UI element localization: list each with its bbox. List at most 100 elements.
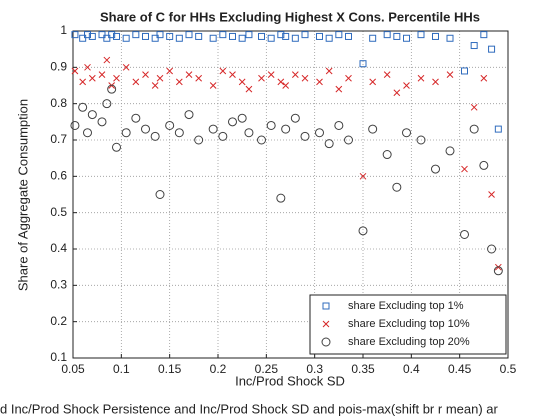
marker-circle <box>155 190 165 199</box>
marker-x <box>461 165 468 173</box>
marker-circle <box>194 135 204 145</box>
marker-circle <box>382 150 392 160</box>
marker-square <box>446 34 454 42</box>
marker-x <box>132 78 140 86</box>
marker-square <box>238 34 246 42</box>
y-tick-label: 0.8 <box>50 96 67 110</box>
marker-x <box>238 78 246 86</box>
marker-x <box>258 74 265 82</box>
y-tick-label: 1 <box>60 23 67 37</box>
marker-circle <box>460 229 469 239</box>
marker-x <box>316 78 323 86</box>
marker-circle <box>276 193 286 203</box>
marker-circle <box>334 120 344 130</box>
marker-x <box>335 85 343 93</box>
marker-x <box>209 82 217 89</box>
marker-x <box>98 71 106 78</box>
marker-square <box>316 32 323 40</box>
marker-circle <box>97 117 107 127</box>
marker-square <box>461 67 468 75</box>
marker-circle <box>121 128 131 138</box>
marker-circle <box>392 182 402 192</box>
y-tick-label: 0.4 <box>50 241 67 255</box>
marker-circle <box>281 124 291 134</box>
marker-square <box>393 32 401 40</box>
marker-square <box>132 31 140 39</box>
x-tick-label: 0.2 <box>210 362 227 376</box>
marker-square <box>84 31 91 39</box>
marker-x <box>393 89 401 97</box>
marker-circle <box>469 124 479 134</box>
marker-square <box>195 32 203 40</box>
marker-square <box>383 31 391 39</box>
x-tick-label: 0.45 <box>448 362 472 376</box>
y-tick-label: 0.1 <box>50 350 67 364</box>
marker-circle <box>107 84 117 94</box>
marker-x <box>488 191 495 198</box>
marker-square <box>185 31 193 39</box>
marker-circle <box>87 110 97 120</box>
y-tick-label: 0.3 <box>50 278 67 292</box>
marker-circle <box>70 120 80 130</box>
marker-x <box>229 71 236 78</box>
marker-square <box>432 32 439 40</box>
x-tick-label: 0.3 <box>306 362 323 376</box>
marker-circle <box>266 120 276 130</box>
marker-x <box>175 78 183 86</box>
legend-label: share Excluding top 1% <box>348 300 464 312</box>
y-tick-label: 0.6 <box>50 169 67 183</box>
marker-square <box>282 32 290 40</box>
marker-circle <box>257 135 266 145</box>
marker-square <box>142 32 149 40</box>
legend-box <box>309 294 507 355</box>
marker-circle <box>344 135 353 145</box>
marker-circle <box>479 160 489 170</box>
marker-square <box>335 31 343 39</box>
caption: d Inc/Prod Shock Persistence and Inc/Pro… <box>0 401 499 416</box>
marker-square <box>103 34 111 42</box>
marker-circle <box>83 128 92 138</box>
marker-x <box>291 71 299 78</box>
y-tick-label: 0.7 <box>50 132 67 146</box>
plot-frame <box>72 30 509 359</box>
marker-circle <box>102 99 112 109</box>
marker-x <box>267 71 275 78</box>
legend-label: share Excluding top 10% <box>348 318 470 330</box>
marker-square <box>359 60 367 68</box>
marker-x <box>84 63 91 71</box>
x-axis-label: Inc/Prod Shock SD <box>235 373 345 388</box>
x-tick-label: 0.25 <box>255 362 279 376</box>
marker-x <box>245 85 253 93</box>
marker-square <box>470 42 478 50</box>
marker-square <box>79 34 87 42</box>
marker-square <box>156 31 164 39</box>
marker-x <box>369 78 377 86</box>
x-tick-label: 0.35 <box>351 362 375 376</box>
x-tick-label: 0.1 <box>113 362 130 376</box>
marker-x <box>403 82 410 89</box>
marker-x <box>359 172 367 180</box>
marker-x <box>383 71 391 78</box>
marker-square <box>122 34 130 42</box>
marker-square <box>219 31 227 39</box>
x-tick-label: 0.4 <box>403 362 420 376</box>
marker-x <box>113 74 120 82</box>
marker-x <box>322 320 330 328</box>
marker-circle <box>174 128 184 138</box>
marker-circle <box>487 244 497 254</box>
marker-square <box>494 125 502 133</box>
marker-square <box>71 31 79 39</box>
marker-circle <box>402 128 411 138</box>
marker-circle <box>228 117 237 127</box>
marker-x <box>195 74 203 82</box>
marker-square <box>480 31 488 39</box>
marker-circle <box>78 102 88 112</box>
chart-title: Share of C for HHs Excluding Highest X C… <box>100 9 480 24</box>
marker-x <box>88 74 96 82</box>
marker-square <box>301 31 309 39</box>
marker-square <box>108 31 116 39</box>
marker-x <box>470 103 478 111</box>
marker-square <box>267 34 275 42</box>
marker-circle <box>358 226 368 236</box>
